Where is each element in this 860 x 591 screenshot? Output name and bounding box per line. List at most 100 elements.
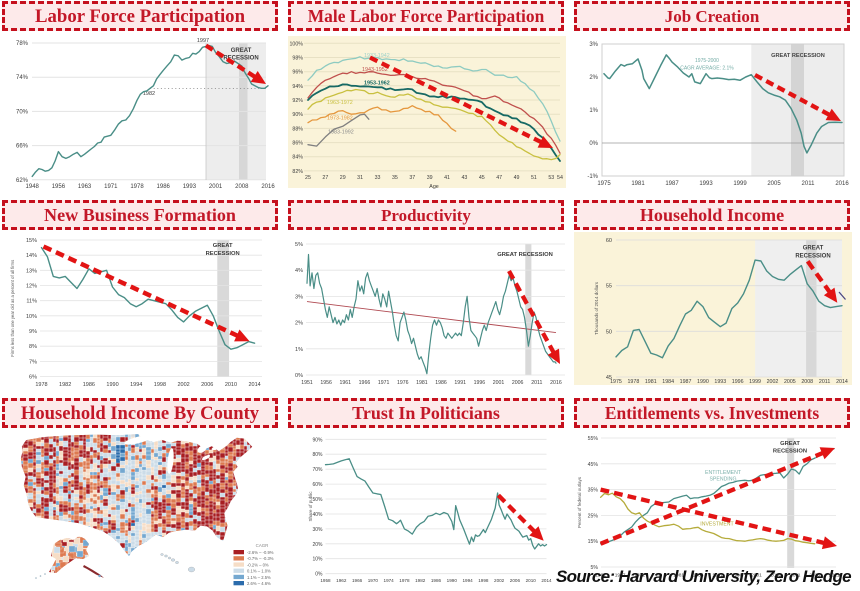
svg-text:GREAT: GREAT	[780, 441, 800, 447]
svg-text:1967: 1967	[615, 573, 626, 579]
svg-text:11%: 11%	[26, 299, 37, 305]
svg-text:13%: 13%	[26, 268, 37, 274]
svg-text:1996: 1996	[732, 379, 744, 385]
svg-text:15%: 15%	[588, 539, 599, 545]
svg-text:9%: 9%	[29, 329, 37, 335]
svg-text:74%: 74%	[16, 75, 29, 81]
svg-text:2005: 2005	[784, 379, 796, 385]
svg-text:2002: 2002	[177, 382, 189, 388]
svg-text:29: 29	[340, 175, 346, 181]
svg-text:ENTITLEMENT: ENTITLEMENT	[705, 470, 742, 476]
svg-text:92%: 92%	[292, 98, 303, 104]
svg-text:1982: 1982	[143, 91, 155, 97]
svg-text:2014: 2014	[541, 578, 552, 583]
svg-text:84%: 84%	[292, 155, 303, 161]
svg-text:GREAT: GREAT	[231, 48, 252, 54]
svg-text:2016: 2016	[261, 184, 275, 190]
svg-text:RECESSION: RECESSION	[223, 56, 258, 62]
svg-text:1976: 1976	[397, 380, 409, 386]
svg-text:Share of public: Share of public	[308, 491, 313, 522]
svg-text:1990: 1990	[447, 578, 458, 583]
svg-text:90%: 90%	[312, 437, 323, 443]
svg-text:54: 54	[557, 175, 563, 181]
svg-text:2014: 2014	[836, 379, 848, 385]
svg-text:2002: 2002	[767, 379, 779, 385]
svg-text:1991: 1991	[454, 380, 466, 386]
svg-text:1973-1982: 1973-1982	[327, 116, 353, 122]
svg-text:31: 31	[357, 175, 363, 181]
svg-text:2008: 2008	[235, 184, 249, 190]
svg-text:96%: 96%	[292, 70, 303, 76]
svg-text:Percent of federal outlays: Percent of federal outlays	[577, 476, 582, 528]
svg-text:78%: 78%	[16, 41, 29, 47]
svg-text:1982: 1982	[415, 578, 426, 583]
svg-text:1993: 1993	[699, 181, 713, 187]
svg-text:1962: 1962	[336, 578, 347, 583]
svg-text:GREAT: GREAT	[213, 243, 233, 249]
svg-text:90%: 90%	[292, 112, 303, 118]
svg-text:94%: 94%	[292, 84, 303, 90]
svg-text:60: 60	[606, 238, 612, 244]
svg-text:-1%: -1%	[587, 174, 598, 180]
svg-text:10%: 10%	[312, 557, 323, 563]
svg-text:0.1% – 1.0%: 0.1% – 1.0%	[247, 569, 271, 574]
svg-text:2006: 2006	[771, 573, 782, 579]
svg-text:2001: 2001	[493, 380, 505, 386]
svg-text:40%: 40%	[312, 512, 323, 518]
svg-text:1990: 1990	[106, 382, 118, 388]
svg-text:82%: 82%	[292, 169, 303, 175]
svg-text:1933-1942: 1933-1942	[364, 53, 390, 59]
svg-text:1982: 1982	[59, 382, 71, 388]
svg-text:62%: 62%	[16, 178, 29, 184]
svg-text:25%: 25%	[588, 513, 599, 519]
svg-text:GREAT RECESSION: GREAT RECESSION	[771, 53, 825, 59]
svg-text:GREAT: GREAT	[803, 246, 824, 252]
svg-text:1975: 1975	[610, 379, 622, 385]
svg-text:2011: 2011	[802, 181, 816, 187]
svg-text:1953-1962: 1953-1962	[364, 81, 390, 87]
svg-text:-2.6% – -0.9%: -2.6% – -0.9%	[247, 550, 274, 555]
svg-text:1963: 1963	[78, 184, 92, 190]
svg-text:1984: 1984	[662, 379, 674, 385]
svg-text:1975-2000: 1975-2000	[695, 58, 719, 64]
svg-text:0%: 0%	[295, 373, 303, 379]
svg-text:86%: 86%	[292, 141, 303, 147]
svg-text:47: 47	[496, 175, 502, 181]
svg-text:5%: 5%	[591, 565, 599, 571]
svg-text:INVESTMENT: INVESTMENT	[700, 522, 734, 528]
svg-text:1975: 1975	[597, 181, 611, 187]
svg-text:2002: 2002	[494, 578, 505, 583]
svg-text:RECESSION: RECESSION	[795, 254, 830, 260]
svg-text:2006: 2006	[201, 382, 213, 388]
svg-text:1978: 1978	[627, 379, 639, 385]
svg-text:1981: 1981	[673, 573, 684, 579]
svg-text:1987: 1987	[680, 379, 692, 385]
svg-text:27: 27	[322, 175, 328, 181]
svg-text:49: 49	[514, 175, 520, 181]
svg-text:1999: 1999	[733, 181, 747, 187]
svg-text:50: 50	[606, 329, 612, 335]
svg-text:1972: 1972	[634, 573, 645, 579]
svg-text:1951: 1951	[301, 380, 313, 386]
svg-text:0%: 0%	[315, 572, 323, 578]
svg-text:2010: 2010	[225, 382, 237, 388]
svg-text:1990: 1990	[697, 379, 709, 385]
svg-text:35%: 35%	[588, 488, 599, 494]
svg-text:14%: 14%	[26, 253, 37, 259]
svg-text:50%: 50%	[312, 497, 323, 503]
svg-text:2.6% – 4.6%: 2.6% – 4.6%	[247, 581, 271, 586]
svg-text:15%: 15%	[26, 238, 37, 244]
svg-text:2006: 2006	[510, 578, 521, 583]
svg-text:-0.7% – -0.3%: -0.7% – -0.3%	[247, 556, 274, 561]
svg-text:2001: 2001	[751, 573, 762, 579]
svg-text:2016: 2016	[835, 181, 849, 187]
svg-text:1981: 1981	[631, 181, 645, 187]
svg-text:55: 55	[606, 284, 612, 290]
svg-text:43: 43	[461, 175, 467, 181]
svg-text:1993: 1993	[714, 379, 726, 385]
svg-text:88%: 88%	[292, 126, 303, 132]
svg-text:1994: 1994	[130, 382, 142, 388]
svg-text:1963-1972: 1963-1972	[327, 100, 353, 106]
svg-text:1991: 1991	[712, 573, 723, 579]
svg-text:100%: 100%	[289, 41, 303, 47]
